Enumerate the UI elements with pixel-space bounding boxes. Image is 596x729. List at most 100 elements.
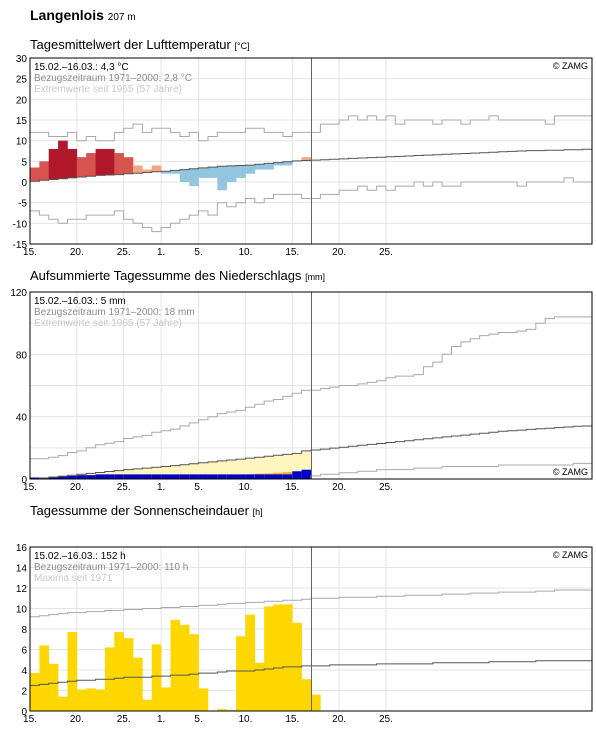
sunshine-bar bbox=[67, 632, 78, 711]
plot-frame bbox=[29, 291, 593, 480]
precipitation-current-bar bbox=[30, 477, 40, 479]
precipitation-current-bar bbox=[189, 474, 199, 479]
credit-label: © ZAMG bbox=[553, 61, 588, 71]
x-tick-label: 1. bbox=[157, 247, 165, 258]
precipitation-current-bar bbox=[67, 475, 78, 479]
precipitation-normal-area bbox=[236, 459, 246, 479]
y-tick-label: 14 bbox=[16, 564, 28, 575]
station-name: Langenlois bbox=[30, 7, 104, 23]
precipitation-current-bar bbox=[273, 474, 284, 479]
sunshine-bar bbox=[114, 632, 124, 711]
sunshine-unit: [h] bbox=[252, 507, 263, 517]
temperature-normal-line bbox=[30, 148, 592, 182]
x-tick-label: 1. bbox=[157, 482, 165, 493]
sunshine-bar bbox=[39, 645, 50, 711]
precipitation-normal-area bbox=[245, 458, 256, 479]
x-tick-label: 20. bbox=[70, 714, 84, 725]
precipitation-normal-area bbox=[226, 459, 237, 479]
precipitation-current-bar bbox=[254, 474, 265, 479]
precipitation-current-bar bbox=[123, 474, 134, 479]
temperature-bar bbox=[207, 167, 218, 178]
precipitation-current-bar bbox=[133, 474, 143, 479]
x-tick-label: 25. bbox=[379, 482, 393, 493]
y-tick-label: 6 bbox=[21, 646, 27, 657]
station-altitude: 207 m bbox=[107, 12, 136, 23]
x-tick-label: 5. bbox=[194, 247, 202, 258]
x-tick-label: 10. bbox=[238, 482, 252, 493]
sunshine-bar bbox=[236, 636, 246, 711]
x-tick-label: 20. bbox=[332, 247, 346, 258]
sunshine-bar bbox=[58, 696, 68, 711]
temperature-bar bbox=[301, 157, 312, 161]
y-tick-label: 8 bbox=[21, 625, 27, 636]
y-tick-label: 15 bbox=[16, 116, 28, 127]
x-tick-label: 10. bbox=[238, 247, 252, 258]
sunshine-title: Tagessumme der Sonnenscheindauer [h] bbox=[30, 503, 263, 518]
sunshine-bar bbox=[245, 614, 256, 711]
temperature-bar bbox=[76, 157, 87, 178]
x-tick-label: 15. bbox=[285, 482, 299, 493]
temperature-bar bbox=[58, 140, 68, 179]
y-tick-label: 10 bbox=[16, 605, 28, 616]
y-tick-label: -10 bbox=[13, 219, 28, 230]
temperature-bar bbox=[123, 157, 134, 174]
info-text-2: Bezugszeitraum 1971–2000: 2,8 °C bbox=[34, 73, 192, 84]
precipitation-current-bar bbox=[301, 469, 312, 479]
precipitation-current-bar bbox=[236, 474, 246, 479]
plot-frame bbox=[29, 57, 593, 245]
sunshine-bar bbox=[76, 689, 87, 711]
y-tick-label: 0 bbox=[21, 707, 27, 718]
sunshine-bar bbox=[226, 709, 237, 711]
y-tick-label: 120 bbox=[10, 288, 27, 299]
sunshine-max-line bbox=[30, 589, 592, 618]
temperature-bar bbox=[236, 165, 246, 178]
sunshine-bar bbox=[198, 688, 209, 711]
credit-label: © ZAMG bbox=[553, 467, 588, 477]
sunshine-bar bbox=[48, 663, 59, 711]
temperature-bar bbox=[67, 148, 78, 178]
plot-frame bbox=[29, 546, 593, 712]
precipitation-current-bar bbox=[86, 475, 96, 479]
precipitation-normal-area bbox=[264, 456, 274, 479]
y-tick-label: 10 bbox=[16, 137, 28, 148]
temperature-title-text: Tagesmittelwert der Lufttemperatur bbox=[30, 37, 231, 52]
info-text-1: 15.02.–16.03.: 152 h bbox=[34, 551, 126, 562]
x-tick-label: 25. bbox=[117, 714, 131, 725]
x-tick-label: 5. bbox=[194, 714, 202, 725]
x-tick-label: 15. bbox=[23, 714, 37, 725]
x-tick-label: 10. bbox=[238, 714, 252, 725]
sunshine-bar bbox=[151, 644, 162, 711]
precipitation-title: Aufsummierte Tagessumme des Niederschlag… bbox=[30, 268, 325, 283]
precipitation-current-bar bbox=[207, 474, 218, 479]
x-tick-label: 25. bbox=[117, 247, 131, 258]
precipitation-title-text: Aufsummierte Tagessumme des Niederschlag… bbox=[30, 268, 302, 283]
precipitation-current-bar bbox=[217, 474, 227, 479]
precipitation-normal-area bbox=[254, 457, 265, 479]
y-tick-label: 20 bbox=[16, 95, 28, 106]
temperature-bar bbox=[142, 169, 153, 173]
sunshine-bar bbox=[301, 679, 312, 711]
temperature-bar bbox=[264, 163, 274, 170]
precipitation-normal-area bbox=[170, 465, 181, 479]
precipitation-current-bar bbox=[226, 474, 237, 479]
y-tick-label: 80 bbox=[16, 350, 28, 361]
precipitation-current-bar bbox=[245, 474, 256, 479]
precipitation-current-bar bbox=[170, 474, 181, 479]
precipitation-current-bar bbox=[48, 476, 59, 479]
sunshine-bar bbox=[179, 624, 190, 711]
temperature-bar bbox=[86, 153, 96, 177]
precipitation-normal-area bbox=[207, 461, 218, 479]
sunshine-bar bbox=[142, 699, 153, 711]
x-tick-label: 15. bbox=[285, 714, 299, 725]
precipitation-current-bar bbox=[58, 475, 68, 479]
precipitation-normal-area bbox=[301, 450, 312, 479]
temperature-bar bbox=[217, 166, 227, 191]
y-tick-label: 25 bbox=[16, 75, 28, 86]
precipitation-current-bar bbox=[95, 474, 106, 479]
precipitation-current-bar bbox=[292, 471, 302, 479]
precipitation-normal-area bbox=[282, 454, 293, 479]
x-tick-label: 20. bbox=[70, 247, 84, 258]
y-tick-label: 5 bbox=[21, 157, 27, 168]
temperature-max-line bbox=[30, 115, 592, 142]
